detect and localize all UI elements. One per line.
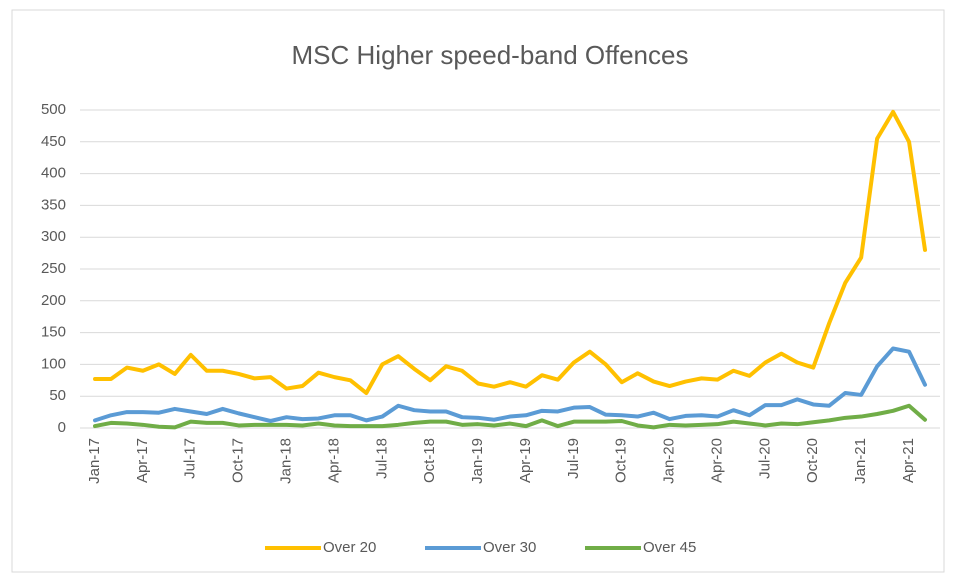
x-tick-label: Apr-20 <box>708 438 725 483</box>
x-tick-label: Apr-17 <box>134 438 151 483</box>
x-tick-label: Apr-19 <box>517 438 534 483</box>
x-tick-label: Apr-18 <box>325 438 342 483</box>
chart-title: MSC Higher speed-band Offences <box>292 40 689 70</box>
legend-label: Over 30 <box>483 539 536 556</box>
x-tick-label: Jul-17 <box>182 438 199 479</box>
series-line <box>93 109 927 396</box>
y-tick-label: 150 <box>41 324 66 341</box>
series-line <box>93 403 927 430</box>
legend-label: Over 45 <box>643 539 696 556</box>
series-line <box>93 346 927 424</box>
x-tick-label: Oct-19 <box>613 438 630 483</box>
x-tick-label: Jan-20 <box>661 438 678 484</box>
legend-label: Over 20 <box>323 539 376 556</box>
y-tick-label: 350 <box>41 196 66 213</box>
x-tick-label: Jul-20 <box>756 438 773 479</box>
x-tick-label: Apr-21 <box>900 438 917 483</box>
x-tick-label: Oct-17 <box>230 438 247 483</box>
y-tick-label: 500 <box>41 101 66 118</box>
x-tick-label: Jan-19 <box>469 438 486 484</box>
x-tick-label: Jul-18 <box>373 438 390 479</box>
y-tick-label: 200 <box>41 292 66 309</box>
y-tick-label: 0 <box>58 419 66 436</box>
x-tick-label: Oct-18 <box>421 438 438 483</box>
y-tick-label: 50 <box>49 387 66 404</box>
x-tick-label: Jul-19 <box>565 438 582 479</box>
x-tick-label: Jan-21 <box>852 438 869 484</box>
y-tick-label: 100 <box>41 355 66 372</box>
x-tick-label: Jan-18 <box>278 438 295 484</box>
y-tick-label: 250 <box>41 260 66 277</box>
y-tick-label: 450 <box>41 133 66 150</box>
y-tick-label: 300 <box>41 228 66 245</box>
chart-frame <box>11 9 945 573</box>
y-tick-label: 400 <box>41 165 66 182</box>
x-tick-label: Jan-17 <box>86 438 103 484</box>
x-tick-label: Oct-20 <box>804 438 821 483</box>
